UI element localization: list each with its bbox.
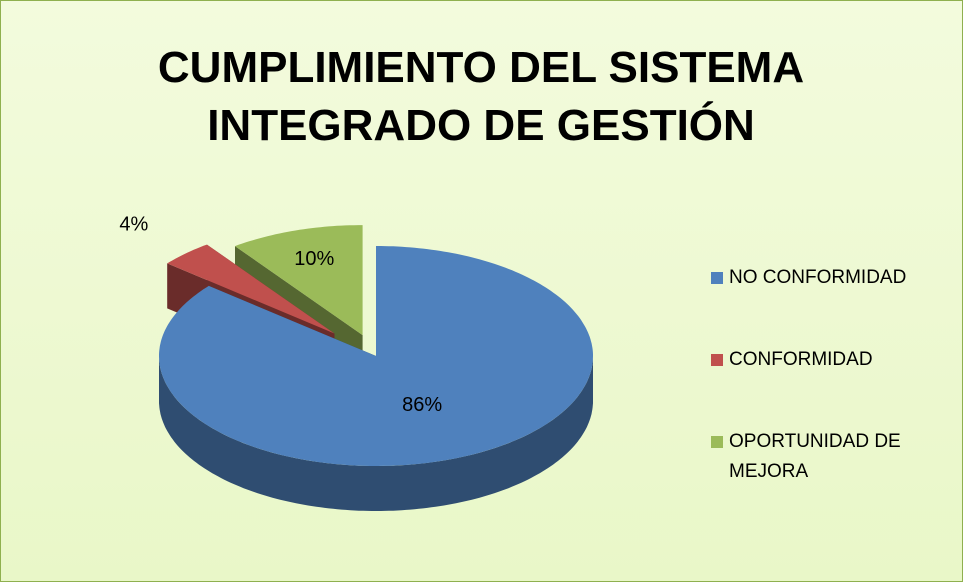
slice-edge xyxy=(159,356,593,511)
legend-item: OPORTUNIDAD DE MEJORA xyxy=(711,427,949,487)
slice-top xyxy=(235,225,363,336)
data-label: 10% xyxy=(294,248,334,270)
legend-label: NO CONFORMIDAD xyxy=(729,267,907,288)
legend-swatch xyxy=(711,272,723,284)
data-label: 86% xyxy=(402,394,442,416)
legend-label: OPORTUNIDAD DE MEJORA xyxy=(729,431,901,482)
chart-title: CUMPLIMIENTO DEL SISTEMA INTEGRADO DE GE… xyxy=(157,43,805,150)
data-label: 4% xyxy=(119,214,148,236)
legend-label: CONFORMIDAD xyxy=(729,349,873,370)
legend-swatch xyxy=(711,354,723,366)
slice-top xyxy=(159,246,593,466)
legend-item: NO CONFORMIDAD xyxy=(711,263,949,293)
slice-top xyxy=(167,244,335,334)
legend-swatch xyxy=(711,436,723,448)
pie-slice xyxy=(159,246,593,511)
legend-item: CONFORMIDAD xyxy=(711,345,949,375)
